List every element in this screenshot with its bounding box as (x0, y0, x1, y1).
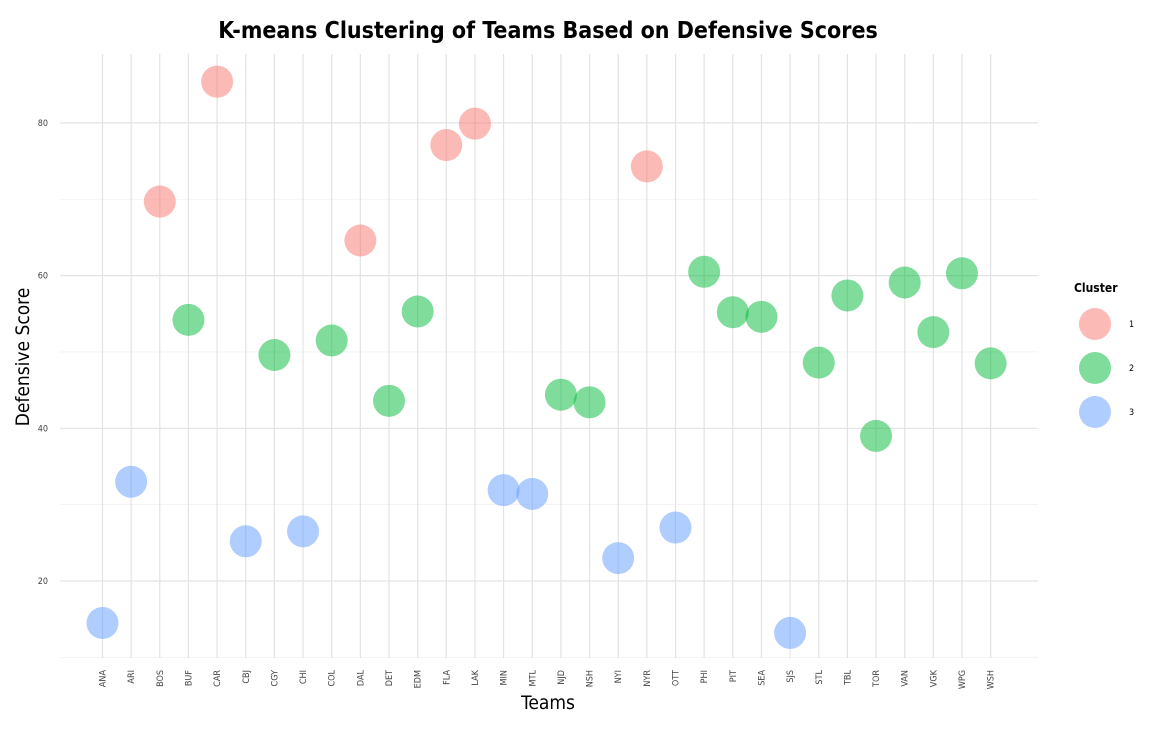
x-tick-label: COL (328, 670, 338, 687)
x-tick-label: MIN (500, 670, 510, 685)
legend-label: 1 (1129, 320, 1134, 330)
data-point (287, 515, 320, 548)
data-point (802, 346, 835, 379)
data-point (602, 542, 635, 575)
legend-title: Cluster (1074, 281, 1118, 295)
x-tick-label: WSH (987, 670, 997, 689)
x-tick-label: CAR (213, 670, 223, 687)
data-point (229, 525, 262, 558)
data-point (946, 257, 978, 290)
x-tick-label: CHI (299, 670, 309, 684)
data-point (573, 386, 606, 419)
legend-label: 3 (1129, 408, 1134, 418)
data-point (143, 185, 176, 218)
y-tick-label: 60 (38, 272, 48, 282)
data-point (860, 419, 893, 452)
x-tick-label: NSH (586, 670, 596, 687)
x-tick-label: PIT (729, 670, 739, 682)
x-tick-label: CGY (270, 670, 280, 686)
legend: Cluster 1 2 3 (1074, 281, 1134, 428)
y-tick-label: 80 (38, 119, 48, 129)
x-tick-label: ANA (99, 670, 109, 688)
data-point (688, 255, 721, 288)
x-tick-label: TOR (872, 670, 882, 688)
data-point (659, 511, 692, 544)
x-tick-label: DAL (356, 670, 366, 687)
x-tick-label: BOS (156, 670, 166, 687)
legend-key (1079, 308, 1111, 340)
data-point (888, 266, 921, 299)
x-tick-label: LAK (471, 669, 481, 685)
x-axis-ticks: ANA ARI BOS BUF CAR CBJ CGY CHI COL DAL DET EDM FLA L… (99, 669, 997, 689)
data-point (401, 295, 434, 328)
x-tick-label: STL (815, 670, 825, 685)
chart-title: K-means Clustering of Teams Based on Def… (218, 18, 878, 44)
data-point (544, 378, 577, 411)
data-point (774, 616, 807, 649)
data-point (458, 107, 491, 140)
data-point (373, 384, 405, 417)
data-point (745, 300, 778, 333)
data-point (172, 303, 205, 336)
x-tick-label: VGK (929, 669, 939, 687)
data-point (630, 150, 663, 183)
x-tick-label: NYI (614, 670, 624, 683)
data-point (258, 339, 291, 372)
x-tick-label: EDM (414, 670, 424, 688)
y-tick-label: 20 (38, 577, 48, 587)
x-tick-label: MTL (528, 670, 538, 687)
grid-lines (60, 54, 1038, 658)
x-tick-label: SEA (757, 670, 767, 686)
x-tick-label: TBL (843, 670, 853, 686)
data-point (487, 474, 520, 507)
x-axis-title: Teams (520, 692, 575, 714)
data-point (344, 224, 377, 257)
legend-label: 2 (1129, 364, 1134, 374)
y-axis-ticks: 20 40 60 80 (38, 119, 48, 587)
x-tick-label: WPG (958, 670, 968, 689)
y-axis-title: Defensive Score (12, 288, 34, 427)
x-tick-label: ARI (127, 670, 137, 684)
x-tick-label: BUF (184, 670, 194, 686)
x-tick-label: DET (385, 670, 395, 686)
data-point (86, 606, 119, 639)
data-point (917, 316, 950, 349)
x-tick-label: OTT (672, 670, 682, 686)
legend-key (1079, 396, 1111, 428)
data-point (831, 279, 864, 312)
data-point (430, 129, 463, 162)
data-point (516, 477, 549, 510)
legend-key (1079, 352, 1111, 384)
x-tick-label: NYR (643, 670, 653, 687)
x-tick-label: FLA (442, 670, 452, 685)
x-tick-label: NJD (557, 670, 567, 685)
data-point (315, 324, 348, 357)
data-points (86, 65, 1007, 649)
x-tick-label: PHI (700, 670, 710, 683)
data-point (201, 65, 234, 98)
data-point (716, 296, 749, 329)
x-tick-label: VAN (901, 670, 911, 687)
data-point (115, 465, 148, 498)
x-tick-label: CBJ (242, 670, 252, 684)
y-tick-label: 40 (38, 424, 48, 434)
x-tick-label: SJS (786, 670, 796, 683)
data-point (974, 347, 1007, 380)
